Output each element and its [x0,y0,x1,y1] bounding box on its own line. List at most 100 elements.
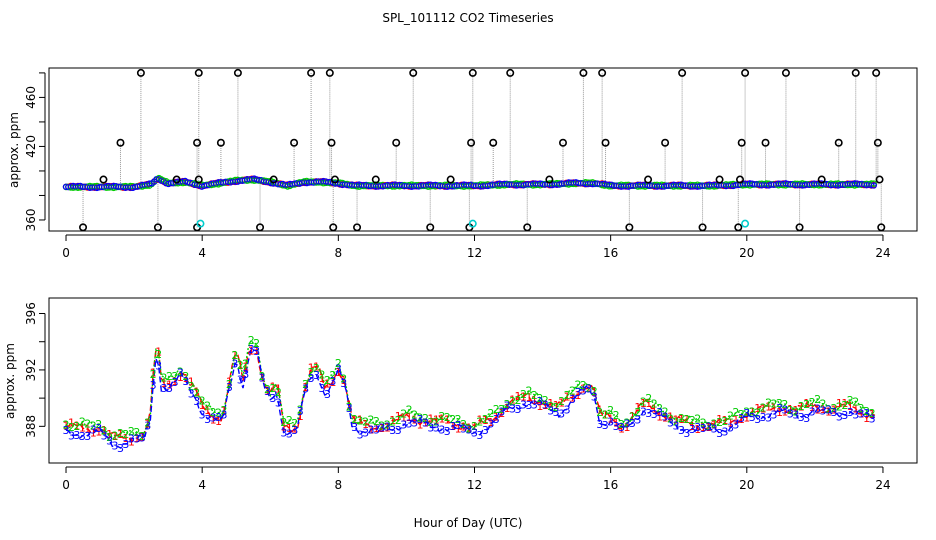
series-1-marker: 1 [640,397,647,410]
series-3-marker: 3 [487,418,494,431]
series-3-marker: 3 [531,398,538,411]
series-1-marker: 1 [177,371,184,384]
series-3-marker: 3 [738,412,745,425]
series-3-marker: 3 [335,362,342,375]
outlier-point [172,175,181,184]
series-3-marker: 3 [329,375,336,388]
series-1-marker: 1 [259,371,266,384]
series-2-marker: 2 [122,428,129,441]
series-2-marker: 2 [182,370,189,383]
series-3-marker: 3 [90,423,97,436]
outlier-point-mid [737,138,746,147]
series-3-marker: 3 [139,431,146,444]
series-1-marker: 1 [351,413,358,426]
series-3-marker: 3 [378,421,385,434]
series-1-marker: 1 [722,414,729,427]
series-2-marker: 2 [689,414,696,427]
series-3-marker: 3 [771,409,778,422]
series-3-marker: 3 [308,372,315,385]
outlier-point-low [79,223,88,232]
series-3-marker: 3 [667,417,674,430]
series-1-marker: 1 [297,410,304,423]
flag-point [468,219,477,228]
series-3-marker: 3 [825,404,832,417]
series-1-marker: 1 [634,401,641,414]
series-3-marker: 3 [313,369,320,382]
series-2-marker: 2 [634,406,641,419]
outlier-point [875,175,884,184]
series-3-marker: 3 [580,384,587,397]
series-1-marker: 1 [128,435,135,448]
outlier-point-high [872,68,881,77]
series-3-marker: 3 [231,358,238,371]
series-1-marker: 1 [792,404,799,417]
series-2-line [65,338,876,438]
series-1-marker: 1 [515,390,522,403]
series-2-marker: 2 [449,413,456,426]
series-2-marker: 2 [743,406,750,419]
series-2-marker: 2 [705,420,712,433]
series-3-marker: 3 [63,424,70,437]
series-3-marker: 3 [248,343,255,356]
series-1-marker: 1 [623,421,630,434]
series-2-marker: 2 [623,416,630,429]
panel-top: 0 4 8 12 16 20 24 360 420 460 approx. ppm [7,67,918,260]
series-1-marker: 1 [68,417,75,430]
series-1-marker: 1 [651,403,658,416]
series-3-marker: 3 [852,408,859,421]
series-2-marker: 2 [618,418,625,431]
series-2-marker: 2 [760,402,767,415]
outlier-point-low [256,223,265,232]
outlier-point-mid [558,138,567,147]
series-3-marker: 3 [792,408,799,421]
bottom-x-tick-label: 16 [603,478,618,492]
series-2-marker: 2 [193,387,200,400]
series-3-marker: 3 [297,405,304,418]
outlier-point-mid [392,138,401,147]
series-1-marker: 1 [781,405,788,418]
series-1-marker: 1 [830,404,837,417]
series-3-marker: 3 [776,402,783,415]
series-1-marker: 1 [226,375,233,388]
series-2-marker: 2 [536,392,543,405]
series-2-marker: 2 [466,422,473,435]
outlier-point-low [795,223,804,232]
series-3-marker: 3 [569,393,576,406]
top-x-tick-label: 24 [875,246,890,260]
series-1-marker: 1 [101,424,108,437]
top-y-tick-label: 360 [24,209,38,232]
series-1-marker: 1 [117,428,124,441]
series-3-marker: 3 [634,413,641,426]
series-2-marker: 2 [395,414,402,427]
series-3-marker: 3 [215,411,222,424]
series-1-marker: 1 [547,397,554,410]
series-1-marker: 1 [749,405,756,418]
outlier-point-mid [489,138,498,147]
flag-point [196,219,205,228]
series-2-marker: 2 [106,431,113,444]
series-1-marker: 1 [683,413,690,426]
series-3-marker: 3 [286,427,293,440]
series-3-marker: 3 [177,366,184,379]
outlier-point [330,175,339,184]
series-3-marker: 3 [689,423,696,436]
series-1-marker: 1 [335,366,342,379]
series-3-marker: 3 [128,433,135,446]
series-2-marker: 2 [346,400,353,413]
series-2-marker: 2 [400,408,407,421]
series-2-marker: 2 [139,430,146,443]
outlier-point-low [153,223,162,232]
series-2-marker: 2 [520,388,527,401]
series-3-marker: 3 [700,422,707,435]
series-2-marker: 2 [133,426,140,439]
series-3-marker: 3 [869,412,876,425]
series-2-marker: 2 [237,359,244,372]
series-1-marker: 1 [705,421,712,434]
series-2-marker: 2 [553,401,560,414]
series-1-marker: 1 [444,413,451,426]
series-2-marker: 2 [90,419,97,432]
series-3-marker: 3 [749,411,756,424]
series-2-marker: 2 [607,404,614,417]
outlier-point [817,175,826,184]
series-2-marker: 2 [547,400,554,413]
